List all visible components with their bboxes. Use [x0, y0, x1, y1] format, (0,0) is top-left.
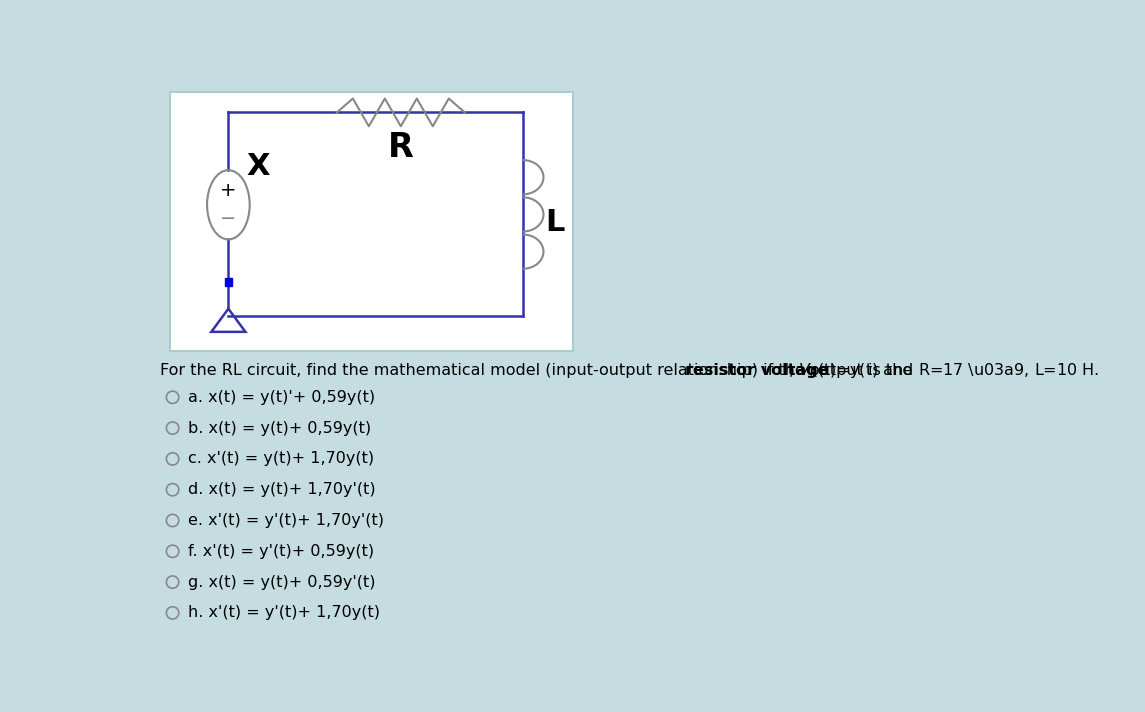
Text: c. x'(t) = y(t)+ 1,70y(t): c. x'(t) = y(t)+ 1,70y(t) — [188, 451, 374, 466]
Text: f. x'(t) = y'(t)+ 0,59y(t): f. x'(t) = y'(t)+ 0,59y(t) — [188, 544, 374, 559]
Text: L: L — [546, 208, 566, 236]
Text: h. x'(t) = y'(t)+ 1,70y(t): h. x'(t) = y'(t)+ 1,70y(t) — [188, 605, 380, 620]
Text: −: − — [220, 209, 237, 228]
Text: g. x(t) = y(t)+ 0,59y'(t): g. x(t) = y(t)+ 0,59y'(t) — [188, 575, 376, 590]
Text: b. x(t) = y(t)+ 0,59y(t): b. x(t) = y(t)+ 0,59y(t) — [188, 421, 371, 436]
Text: resistor voltage: resistor voltage — [685, 363, 828, 378]
Text: +: + — [220, 182, 237, 201]
Bar — [224, 278, 232, 286]
Text: X: X — [246, 152, 269, 181]
Text: a. x(t) = y(t)'+ 0,59y(t): a. x(t) = y(t)'+ 0,59y(t) — [188, 389, 376, 405]
Text: For the RL circuit, find the mathematical model (input-output relationship) if t: For the RL circuit, find the mathematica… — [160, 363, 917, 378]
Text: d. x(t) = y(t)+ 1,70y'(t): d. x(t) = y(t)+ 1,70y'(t) — [188, 482, 376, 497]
FancyBboxPatch shape — [171, 92, 574, 351]
Text: R: R — [388, 130, 413, 164]
Text: , $V_R$(t)=y(t) and R=17 \u03a9, L=10 H.: , $V_R$(t)=y(t) and R=17 \u03a9, L=10 H. — [788, 361, 1099, 379]
Text: e. x'(t) = y'(t)+ 1,70y'(t): e. x'(t) = y'(t)+ 1,70y'(t) — [188, 513, 384, 528]
